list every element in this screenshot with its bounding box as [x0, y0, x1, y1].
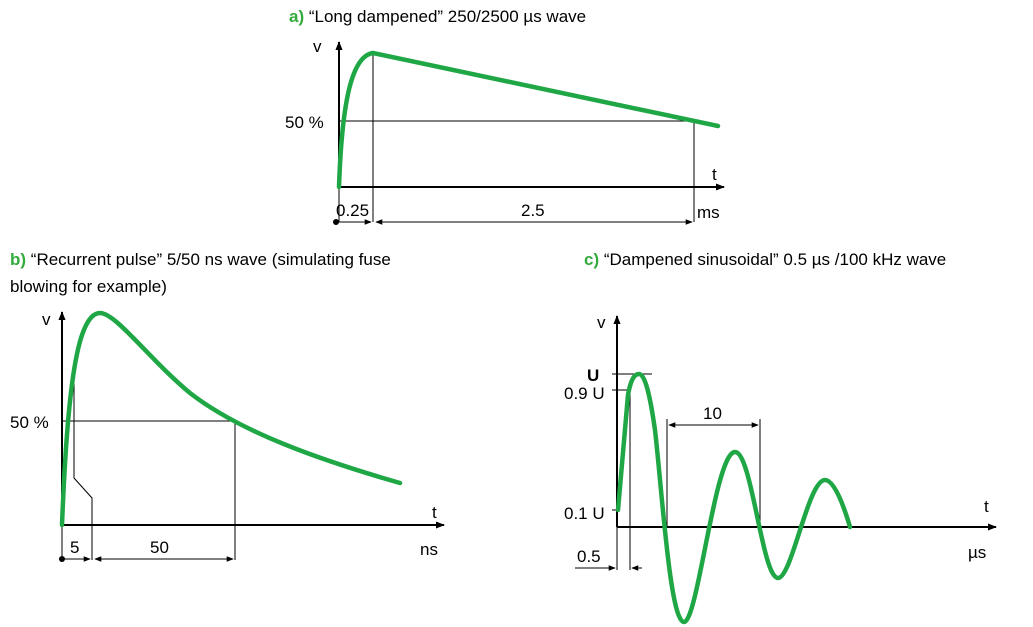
c-peak-label: U [587, 366, 599, 385]
a-width-label: 2.5 [521, 201, 545, 220]
b-rise-marker-line [73, 360, 93, 560]
diagram-b: v t 50 % 5 50 ns [10, 310, 445, 562]
a-half-label: 50 % [285, 113, 324, 132]
caption-c: c) “Dampened sinusoidal” 0.5 µs /100 kHz… [584, 246, 946, 273]
c-low-label: 0.1 U [564, 504, 605, 523]
a-v-label: v [313, 37, 322, 56]
a-waveform [336, 50, 721, 190]
caption-c-label: c) [584, 250, 600, 269]
b-v-label: v [42, 310, 51, 329]
diagram-a: v t 50 % 0.25 2.5 ms [285, 37, 725, 225]
caption-b-label: b) [10, 250, 27, 269]
caption-a: a) “Long dampened” 250/2500 µs wave [289, 3, 586, 30]
b-waveform [59, 310, 403, 528]
c-waveform [615, 371, 853, 625]
caption-b-title-line1: “Recurrent pulse” 5/50 ns wave (simulati… [30, 250, 391, 269]
b-unit-label: ns [420, 540, 438, 559]
diagram-c: v t U 0.9 U 0.1 U 0.5 10 µs [564, 313, 997, 625]
caption-a-title: “Long dampened” 250/2500 µs wave [308, 7, 587, 26]
b-t-label: t [432, 503, 437, 522]
caption-b-title-line2: blowing for example) [10, 277, 167, 296]
b-rise-label: 5 [70, 538, 79, 557]
c-unit-label: µs [968, 543, 986, 562]
c-rise-label: 0.5 [577, 547, 601, 566]
caption-a-label: a) [289, 7, 305, 26]
caption-b: b) “Recurrent pulse” 5/50 ns wave (simul… [10, 246, 391, 300]
b-half-label: 50 % [10, 413, 49, 432]
b-width-label: 50 [150, 538, 169, 557]
caption-c-title: “Dampened sinusoidal” 0.5 µs /100 kHz wa… [603, 250, 947, 269]
a-unit-label: ms [697, 203, 720, 222]
c-high-label: 0.9 U [564, 384, 605, 403]
a-t-label: t [712, 165, 717, 184]
c-period-label: 10 [703, 404, 722, 423]
c-v-label: v [597, 313, 606, 332]
c-t-label: t [984, 497, 989, 516]
a-rise-label: 0.25 [336, 201, 369, 220]
